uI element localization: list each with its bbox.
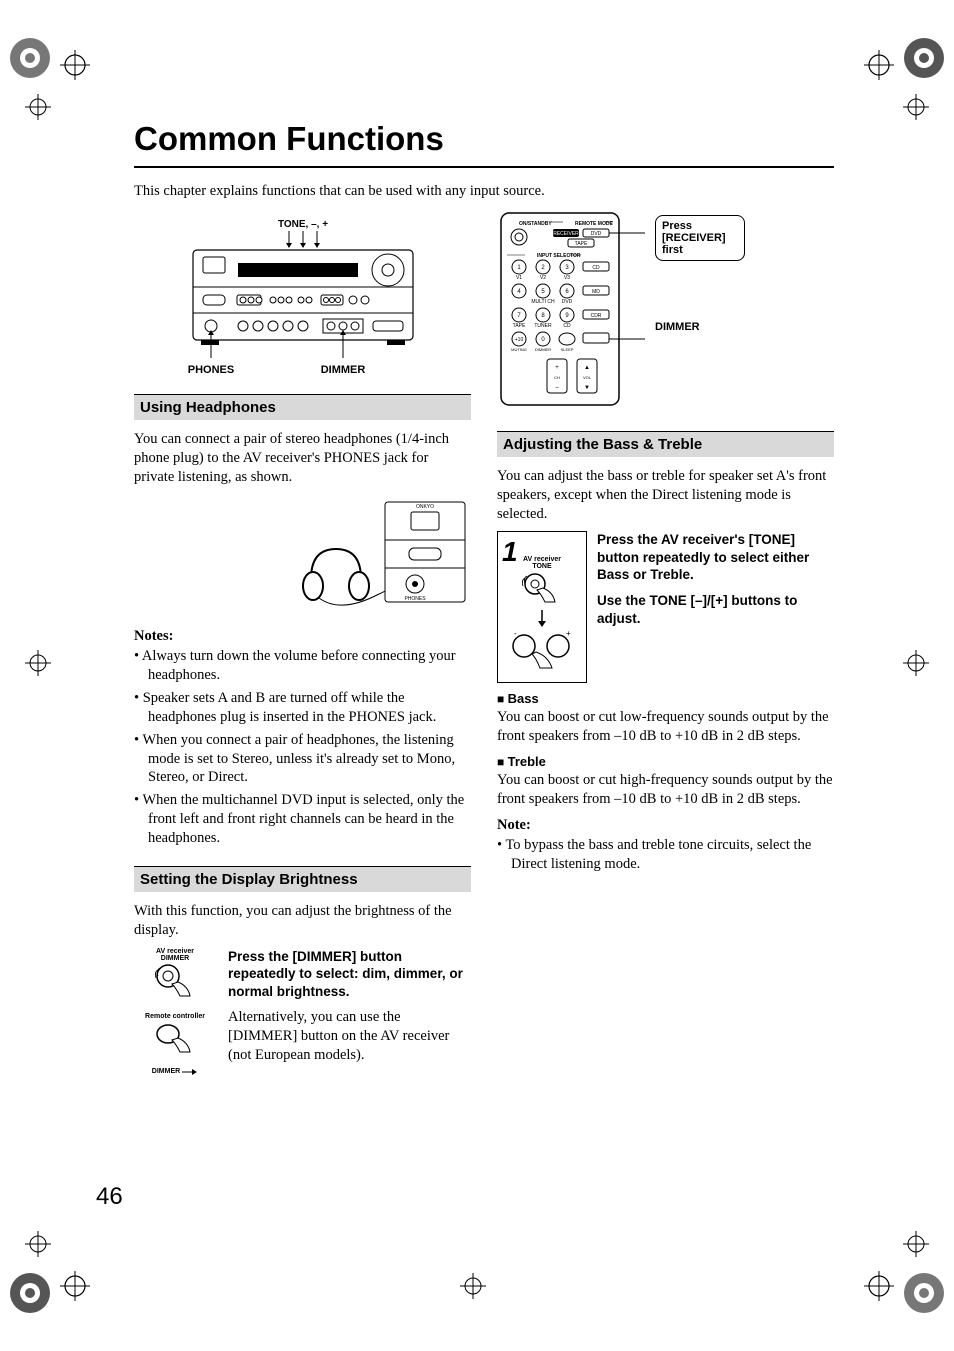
remote-controller-label: Remote controller <box>134 1013 216 1020</box>
bass-body: You can boost or cut low-frequency sound… <box>497 708 834 746</box>
svg-text:CDR: CDR <box>591 313 602 319</box>
svg-text:INPUT SELECTOR: INPUT SELECTOR <box>537 253 581 259</box>
headphone-notes: Always turn down the volume before conne… <box>134 647 471 847</box>
note-item: When the multichannel DVD input is selec… <box>134 791 471 848</box>
step-instruction-2: Use the TONE [–]/[+] buttons to adjust. <box>597 592 834 627</box>
svg-text:ON/STANDBY: ON/STANDBY <box>519 221 552 227</box>
dimmer-instruction-bold: Press the [DIMMER] button repeatedly to … <box>228 948 471 1001</box>
dimmer-label-small: DIMMER <box>134 955 216 962</box>
right-column: ON/STANDBY REMOTE MODE RECEIVER DVD TAPE… <box>497 209 834 1077</box>
svg-text:V2: V2 <box>540 275 546 281</box>
svg-text:PHONES: PHONES <box>404 596 426 602</box>
press-button-icon <box>150 962 200 1004</box>
svg-text:RECEIVER: RECEIVER <box>553 231 579 237</box>
headphones-body: You can connect a pair of stereo headpho… <box>134 430 471 487</box>
svg-text:VOL: VOL <box>583 375 592 380</box>
headphones-heading: Using Headphones <box>134 394 471 420</box>
basstreble-heading: Adjusting the Bass & Treble <box>497 431 834 457</box>
crosshair-icon <box>903 1231 929 1257</box>
svg-text:SLEEP: SLEEP <box>561 347 574 352</box>
svg-text:TAPE: TAPE <box>513 323 526 329</box>
notes-label: Notes: <box>134 628 471 645</box>
note-label: Note: <box>497 817 834 834</box>
reg-mark-icon <box>8 1271 52 1315</box>
svg-text:+10: +10 <box>515 337 524 343</box>
bass-subheading: Bass <box>497 691 834 706</box>
svg-text:DIMMER: DIMMER <box>535 347 551 352</box>
svg-text:ONKYO: ONKYO <box>416 504 434 510</box>
crosshair-icon <box>864 50 894 80</box>
reg-mark-icon <box>902 1271 946 1315</box>
note-item: Always turn down the volume before conne… <box>134 647 471 685</box>
left-column: TONE, –, + <box>134 209 471 1077</box>
treble-body: You can boost or cut high-frequency soun… <box>497 771 834 809</box>
press-receiver-callout: Press [RECEIVER] first <box>655 215 745 261</box>
brightness-heading: Setting the Display Brightness <box>134 866 471 892</box>
step-number: 1 <box>502 538 518 566</box>
av-receiver-label: AV receiver <box>523 556 561 563</box>
crosshair-icon <box>25 1231 51 1257</box>
phones-label: PHONES <box>187 364 233 376</box>
dimmer-callout: DIMMER <box>655 321 745 333</box>
headphone-plug-diagram: ONKYO PHONES <box>134 494 471 614</box>
note-item: Speaker sets A and B are turned off whil… <box>134 689 471 727</box>
crosshair-icon <box>25 94 51 120</box>
step-instruction-1: Press the AV receiver's [TONE] button re… <box>597 531 834 584</box>
reg-mark-icon <box>8 36 52 80</box>
svg-text:DVD: DVD <box>562 299 573 305</box>
press-minus-plus-icon: - + <box>506 628 578 676</box>
svg-text:DVD: DVD <box>591 231 602 237</box>
svg-text:CH: CH <box>554 375 560 380</box>
svg-text:MULTI CH: MULTI CH <box>531 299 555 305</box>
dimmer-label: DIMMER <box>320 364 365 376</box>
svg-text:TAPE: TAPE <box>575 241 588 247</box>
arrow-icon <box>182 1067 198 1077</box>
dimmer-icons: AV receiver DIMMER Remote controller <box>134 948 216 1077</box>
brightness-body: With this function, you can adjust the b… <box>134 902 471 940</box>
reg-mark-icon <box>902 36 946 80</box>
crosshair-icon <box>60 50 90 80</box>
page-number: 46 <box>96 1183 123 1211</box>
treble-subheading: Treble <box>497 754 834 769</box>
remote-diagram: ON/STANDBY REMOTE MODE RECEIVER DVD TAPE… <box>497 209 834 409</box>
page-content: Common Functions This chapter explains f… <box>134 120 834 1077</box>
svg-text:CD: CD <box>592 265 600 271</box>
dimmer-instruction-body: Alternatively, you can use the [DIMMER] … <box>228 1008 471 1065</box>
intro-text: This chapter explains functions that can… <box>134 182 834 201</box>
dimmer-label-bottom: DIMMER <box>152 1068 180 1075</box>
svg-text:MUTING: MUTING <box>511 347 527 352</box>
note-item: To bypass the bass and treble tone circu… <box>497 836 834 874</box>
svg-text:+: + <box>566 629 571 638</box>
crosshair-icon <box>25 650 51 676</box>
svg-text:CD: CD <box>563 323 571 329</box>
crosshair-icon <box>460 1273 486 1299</box>
page-title: Common Functions <box>134 120 834 158</box>
press-tone-icon <box>517 570 567 610</box>
bass-treble-note: To bypass the bass and treble tone circu… <box>497 836 834 874</box>
svg-text:V1: V1 <box>516 275 522 281</box>
av-receiver-label: AV receiver <box>134 948 216 955</box>
crosshair-icon <box>903 94 929 120</box>
basstreble-body: You can adjust the bass or treble for sp… <box>497 467 834 524</box>
press-remote-icon <box>150 1020 200 1062</box>
note-item: When you connect a pair of headphones, t… <box>134 731 471 788</box>
crosshair-icon <box>864 1271 894 1301</box>
svg-text:-: - <box>514 629 517 638</box>
receiver-front-diagram: TONE, –, + <box>134 215 471 380</box>
crosshair-icon <box>903 650 929 676</box>
svg-text:MD: MD <box>592 289 600 295</box>
svg-text:+: + <box>555 365 559 371</box>
step-1: 1 AV receiver TONE - + <box>497 531 834 683</box>
svg-text:TUNER: TUNER <box>534 323 552 329</box>
tone-label: TONE, –, + <box>277 219 327 230</box>
crosshair-icon <box>60 1271 90 1301</box>
title-rule <box>134 166 834 168</box>
svg-text:▲: ▲ <box>584 365 590 371</box>
tone-label: TONE <box>532 563 551 570</box>
arrow-down-icon <box>536 610 548 628</box>
remote-svg: ON/STANDBY REMOTE MODE RECEIVER DVD TAPE… <box>497 209 647 409</box>
svg-text:V3: V3 <box>564 275 570 281</box>
svg-text:▼: ▼ <box>584 385 590 391</box>
